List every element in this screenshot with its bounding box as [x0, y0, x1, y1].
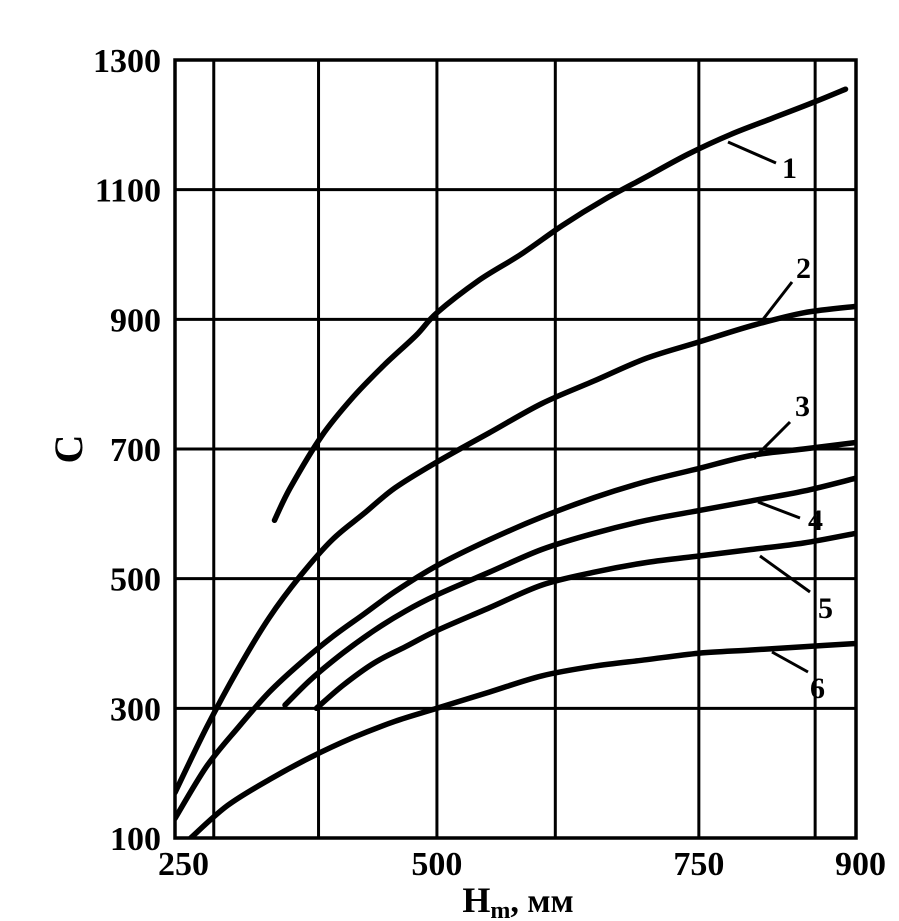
- series-label-3: 3: [795, 390, 810, 423]
- y-tick-label: 300: [110, 691, 161, 728]
- curve-leaders: [727, 140, 811, 674]
- plot-frame: [173, 58, 858, 840]
- series-line-3: [175, 439, 856, 822]
- series-label-5: 5: [818, 592, 833, 625]
- leader-line-6: [771, 650, 809, 674]
- series-line-6: [187, 640, 856, 838]
- series-line-1: [271, 86, 849, 524]
- x-axis-label-main: H: [462, 880, 490, 920]
- series-label-2: 2: [796, 252, 811, 285]
- x-tick-label: 250: [158, 846, 209, 883]
- leader-line-3: [752, 420, 792, 460]
- y-axis-label: C: [46, 435, 91, 464]
- y-tick-labels: 100 300 500 700 900 1100 1300: [93, 43, 161, 858]
- leader-line-1: [727, 140, 777, 165]
- series-label-6: 6: [810, 672, 825, 705]
- curves: [175, 86, 856, 838]
- series-label-4: 4: [808, 504, 823, 537]
- y-tick-label: 1300: [93, 43, 161, 80]
- curve-labels: 1 2 3 4 5 6: [782, 152, 833, 705]
- x-axis-label: Hm, мм: [462, 880, 573, 921]
- x-axis-label-subscript: m: [490, 898, 510, 921]
- y-tick-label: 900: [110, 302, 161, 339]
- x-tick-label: 500: [411, 846, 462, 883]
- y-tick-label: 100: [110, 821, 161, 858]
- y-tick-label: 1100: [95, 173, 161, 210]
- series-line-2: [175, 303, 856, 796]
- y-tick-label: 500: [110, 562, 161, 599]
- leader-line-4: [757, 500, 801, 520]
- series-label-1: 1: [782, 152, 797, 185]
- x-axis-label-unit: , мм: [510, 883, 573, 920]
- x-tick-label: 750: [673, 846, 724, 883]
- y-tick-label: 700: [110, 432, 161, 469]
- series-line-4: [282, 475, 856, 708]
- leader-line-5: [759, 554, 811, 594]
- x-tick-label: 900: [835, 846, 886, 883]
- series-line-5: [313, 530, 856, 712]
- grid-lines: [173, 58, 858, 840]
- x-tick-labels: 250 500 750 900: [158, 846, 886, 883]
- leader-line-2: [759, 281, 794, 323]
